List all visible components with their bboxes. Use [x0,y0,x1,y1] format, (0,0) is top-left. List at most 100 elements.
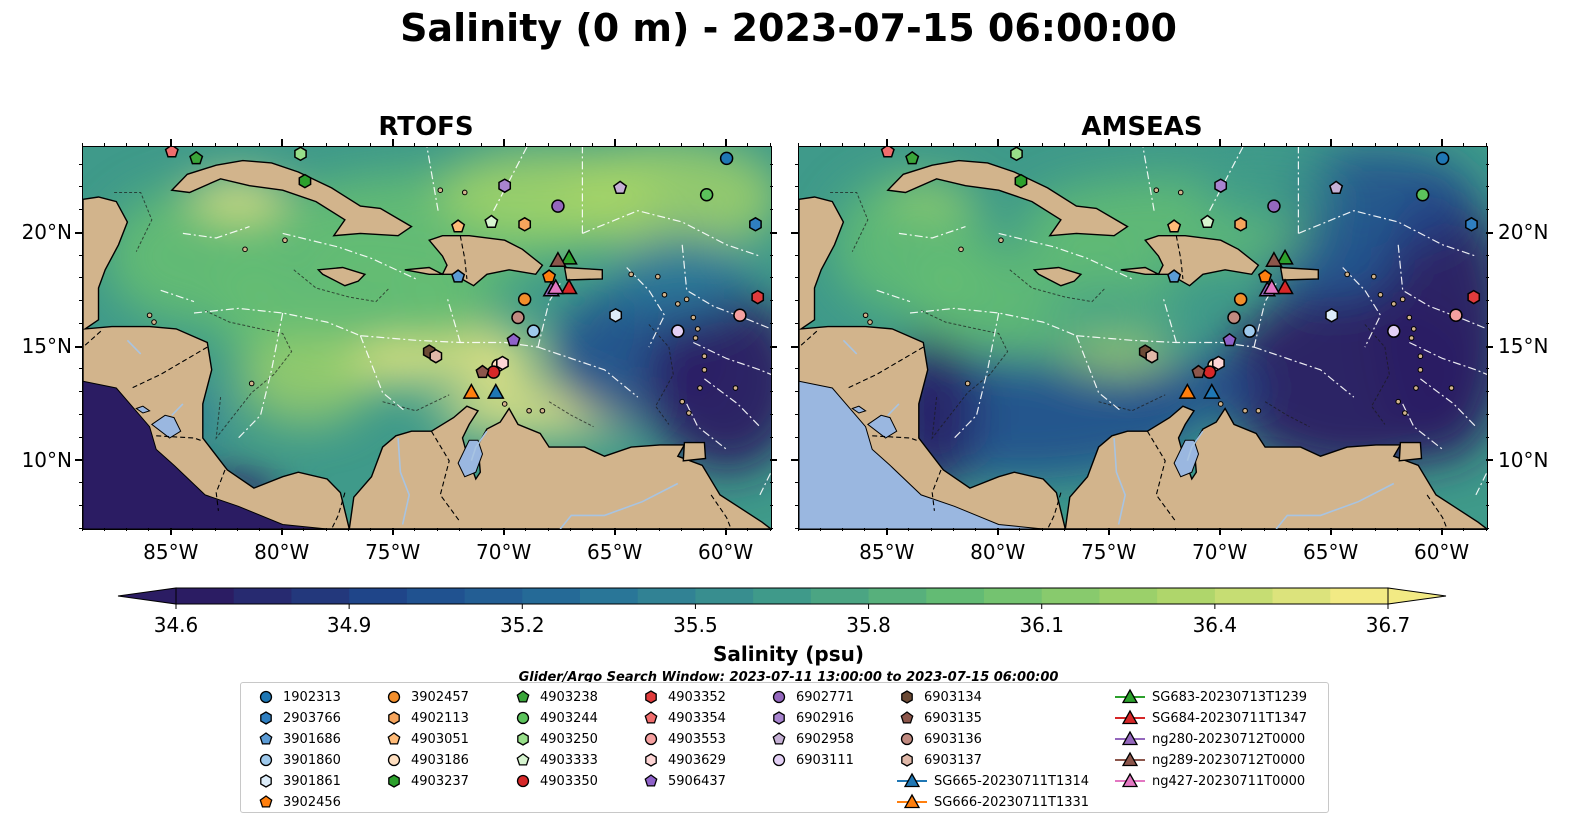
legend-item: 4903352 [640,687,726,707]
river [171,403,184,416]
axis-tick-right [1486,527,1489,529]
axis-tick-right [770,436,773,438]
axis-tick-left [795,436,798,438]
axis-tick-left [79,391,82,393]
legend-item: 4903354 [640,708,726,728]
axis-tick-right [770,300,773,302]
axis-tick-bottom [170,528,173,535]
axis-tick-bottom [930,528,932,531]
axis-tick-bottom [1441,528,1444,535]
colorbar-tick-label: 36.1 [1019,613,1064,636]
legend-item: SG665-20230711T1314 [896,771,1089,791]
marker-ng289-20230712T0000 [549,251,567,267]
land-puerto-rico [1279,266,1319,281]
axis-tick-top [1108,139,1111,146]
country-border [459,235,468,279]
eez-boundary [1209,147,1244,211]
axis-tick-left [79,482,82,484]
marker-6903137 [429,348,443,364]
lon-tick-label: 70°W [1192,540,1248,564]
eez-boundary [537,346,639,398]
panel-title-rtofs: RTOFS [378,112,474,142]
axis-tick-right [1486,254,1489,256]
lon-tick-label: 80°W [254,540,310,564]
legend-label: 1902313 [283,689,341,705]
axis-tick-top [125,143,127,146]
axis-tick-left [79,436,82,438]
legend-item: ng280-20230712T0000 [1114,729,1305,749]
marker-4903350 [486,365,501,379]
river [126,339,142,355]
axis-tick-top [819,143,821,146]
marker-6903135 [1191,364,1206,379]
axis-tick-top [170,139,173,146]
eez-boundary [876,289,911,303]
colorbar-tick-label: 35.5 [673,613,718,636]
legend-label: 3901861 [283,773,341,789]
legend-item: SG684-20230711T1347 [1114,708,1307,728]
country-border [847,346,924,389]
marker-3901860 [1242,324,1257,338]
axis-tick-bottom [1019,528,1021,531]
axis-tick-left [75,345,82,348]
small-island [661,291,668,298]
legend-symbol-circle-icon [259,753,273,767]
axis-tick-bottom [747,528,749,531]
lon-tick-label: 65°W [1303,540,1359,564]
axis-tick-top [1485,143,1487,146]
colorbar-segment [522,588,581,604]
legend-label: 4903352 [668,689,726,705]
small-island [862,312,869,319]
river [842,339,858,355]
marker-SG665-20230711T1314 [1203,383,1221,399]
small-island [1390,301,1397,307]
axis-tick-top [1241,143,1243,146]
axis-tick-right [1486,300,1489,302]
legend-item: 4903250 [512,729,598,749]
axis-tick-top [725,139,728,146]
colorbar-segment [926,588,985,604]
legend-label: 4903244 [540,710,598,726]
small-island [146,312,153,319]
axis-tick-right [770,254,773,256]
small-island [674,301,681,307]
marker-6902958 [613,180,628,194]
axis-tick-bottom [192,528,194,531]
marker-4903352 [751,289,765,305]
land-jamaica [316,266,367,287]
land-jamaica [1032,266,1083,287]
small-island [526,407,532,414]
marker-SG683-20230713T1239 [560,248,578,265]
eez-boundary [1397,244,1487,330]
axis-tick-bottom [1330,528,1333,535]
marker-6902771 [1267,199,1281,213]
isobath-1000m [1264,401,1310,428]
colorbar-segment [984,588,1043,604]
small-island [998,237,1004,244]
marker-3902456 [1258,269,1273,283]
legend-symbol-pentagon-icon [644,774,658,787]
axis-tick-bottom [436,528,438,531]
marker-1902313 [719,151,734,166]
colorbar-tick-label: 35.2 [500,613,545,636]
marker-4903244 [1415,188,1430,202]
legend-symbol-circle-icon [900,732,914,746]
legend-item: 6902771 [768,687,854,707]
lon-tick-label: 75°W [1081,540,1137,564]
panel-title-amseas: AMSEAS [1081,112,1203,142]
marker-SG684-20230711T1347 [560,278,578,295]
colorbar-segment [233,588,292,604]
axis-tick-right [1486,413,1489,415]
marker-4903238 [905,150,920,165]
axis-tick-top [747,143,749,146]
axis-tick-bottom [347,528,349,531]
axis-tick-bottom [370,528,372,531]
marker-ng289-20230712T0000 [1265,251,1283,267]
legend-symbol-triangle-icon [1115,688,1145,704]
marker-4903354 [880,147,895,158]
legend-item: 4903051 [383,729,469,749]
axis-tick-right [770,163,773,165]
axis-tick-left [795,209,798,211]
axis-tick-bottom [392,528,395,535]
legend-symbol-circle-icon [772,690,786,704]
